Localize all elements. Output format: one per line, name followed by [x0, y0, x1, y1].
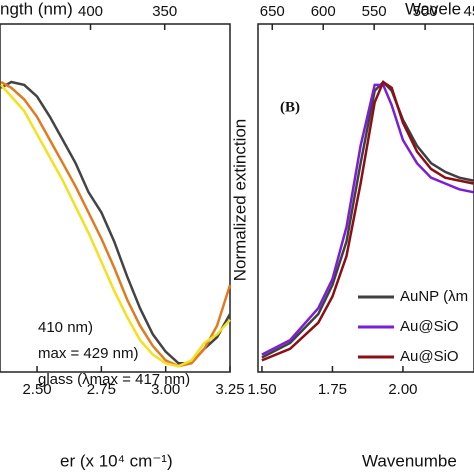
panel-label: (B)	[280, 99, 300, 115]
x2-tick-label: 500	[413, 3, 438, 20]
legend-label: 410 nm)	[38, 319, 93, 336]
y-axis-title: Normalized extinction	[230, 119, 249, 282]
x-tick-label: 1.50	[247, 381, 276, 398]
legend-label: max = 429 nm)	[38, 345, 138, 362]
x2-tick-label: 550	[362, 3, 387, 20]
x-tick-label: 3.00	[151, 381, 180, 398]
x2-tick-label: 450	[464, 3, 474, 20]
legend-label: glass (λmax = 417 nm)	[38, 371, 190, 388]
x-axis-title: Wavenumbe	[362, 451, 457, 470]
legend-label: Au@SiO	[400, 348, 459, 365]
x2-tick-label: 650	[260, 3, 285, 20]
x2-tick-label: 600	[311, 3, 336, 20]
plot-frame	[257, 23, 474, 373]
x2-tick-label: 400	[78, 3, 103, 20]
series-line	[0, 80, 232, 368]
x-tick-label: 2.00	[388, 381, 417, 398]
x-axis-title: er (x 10⁴ cm⁻¹)	[60, 451, 173, 470]
x-tick-label: 3.25	[215, 381, 244, 398]
legend-label: AuNP (λm	[400, 288, 468, 305]
top-axis-title: Wavele	[405, 0, 461, 18]
x-tick-label: 2.75	[87, 381, 116, 398]
plot-frame	[0, 23, 231, 373]
x-tick-label: 1.75	[318, 381, 347, 398]
x2-tick-label: 350	[152, 3, 177, 20]
x-tick-label: 2.50	[22, 381, 51, 398]
series-line	[261, 80, 474, 359]
top-axis-title: ngth (nm)	[0, 0, 73, 18]
legend-label: Au@SiO	[400, 318, 459, 335]
series-line	[261, 80, 474, 362]
series-line	[0, 80, 232, 365]
series-line	[0, 84, 231, 368]
